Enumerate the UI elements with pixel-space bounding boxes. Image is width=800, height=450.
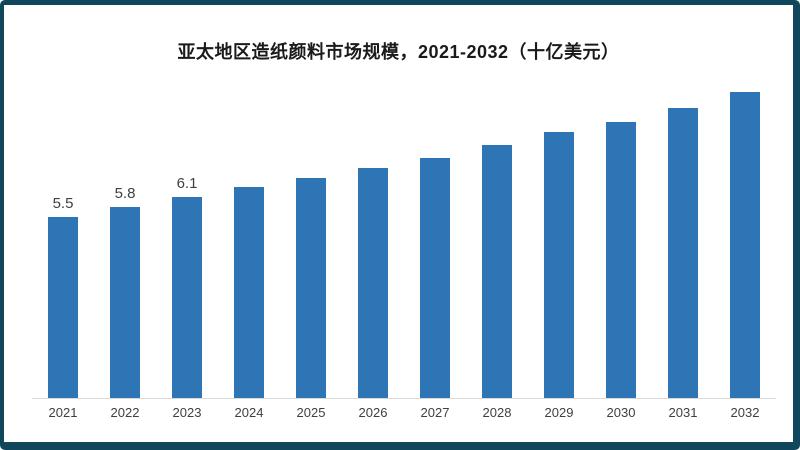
x-tick-label: 2026 — [358, 405, 388, 420]
x-tick-label: 2029 — [544, 405, 574, 420]
x-tick-label: 2021 — [48, 405, 78, 420]
x-tick-label: 2030 — [606, 405, 636, 420]
bar-2022 — [110, 207, 140, 398]
x-axis-labels: 2021 2022 2023 2024 2025 2026 2027 2028 2029 2030… — [32, 405, 776, 420]
bar-2023 — [172, 197, 202, 398]
bar-slot: 5.5 — [32, 69, 94, 398]
plot-area: 5.5 5.8 6.1 — [32, 69, 776, 399]
bar-slot — [342, 69, 404, 398]
bar-2026 — [358, 167, 388, 398]
bar-slot — [280, 69, 342, 398]
bar-2021 — [48, 217, 78, 398]
bar-2025 — [296, 177, 326, 398]
x-tick-label: 2024 — [234, 405, 264, 420]
bar-slot — [218, 69, 280, 398]
chart-title: 亚太地区造纸颜料市场规模，2021-2032（十亿美元） — [177, 42, 620, 62]
bar-2031 — [668, 108, 698, 398]
x-tick-label: 2032 — [730, 405, 760, 420]
bar-value-label: 5.5 — [52, 195, 74, 213]
bar-slot — [590, 69, 652, 398]
bar-2032 — [730, 92, 760, 398]
bar-2027 — [420, 157, 450, 398]
bar-2028 — [482, 144, 512, 398]
bar-slot — [714, 69, 776, 398]
x-tick-label: 2023 — [172, 405, 202, 420]
bar-value-label: 6.1 — [176, 175, 198, 193]
x-tick-label: 2028 — [482, 405, 512, 420]
bar-slot — [404, 69, 466, 398]
x-tick-label: 2027 — [420, 405, 450, 420]
x-tick-label: 2022 — [110, 405, 140, 420]
bar-slot: 6.1 — [156, 69, 218, 398]
bar-slot — [652, 69, 714, 398]
bar-slot — [466, 69, 528, 398]
bar-2024 — [234, 187, 264, 398]
x-tick-label: 2031 — [668, 405, 698, 420]
bar-slot — [528, 69, 590, 398]
bar-value-label: 5.8 — [114, 185, 136, 203]
x-tick-label: 2025 — [296, 405, 326, 420]
bar-2029 — [544, 131, 574, 398]
bar-slot: 5.8 — [94, 69, 156, 398]
bar-2030 — [606, 121, 636, 398]
